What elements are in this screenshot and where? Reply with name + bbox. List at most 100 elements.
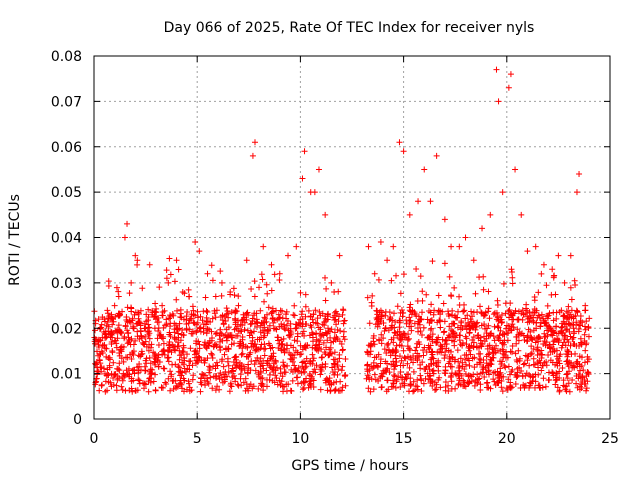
data-point xyxy=(456,243,463,250)
data-point xyxy=(490,376,497,383)
data-point xyxy=(470,309,477,316)
data-point xyxy=(175,266,182,273)
data-point xyxy=(282,311,289,318)
data-point xyxy=(172,347,179,354)
axis-layer: 0 5 10 15 20 25 0 0.01 0.02 0.03 0.04 0.05 0.06 0.07 0… xyxy=(51,49,619,447)
data-point xyxy=(313,330,320,337)
data-point xyxy=(487,211,494,218)
data-point xyxy=(428,325,435,332)
data-point xyxy=(177,379,184,386)
data-point xyxy=(498,384,505,391)
y-tick-label: 0.06 xyxy=(51,140,82,156)
data-point xyxy=(424,316,431,323)
data-point xyxy=(96,356,103,363)
data-point xyxy=(299,386,306,393)
data-point xyxy=(535,289,542,296)
data-point xyxy=(290,344,297,351)
data-point xyxy=(284,317,291,324)
data-point xyxy=(322,211,329,218)
data-point xyxy=(209,315,216,322)
data-point xyxy=(443,337,450,344)
data-point xyxy=(558,327,565,334)
data-point xyxy=(173,296,180,303)
data-point xyxy=(302,303,309,310)
data-point xyxy=(235,293,242,300)
data-point xyxy=(128,279,135,286)
data-point xyxy=(397,383,404,390)
data-point xyxy=(111,371,118,378)
data-point xyxy=(108,340,115,347)
data-point xyxy=(552,381,559,388)
data-point xyxy=(255,385,262,392)
data-point xyxy=(242,375,249,382)
data-point xyxy=(229,374,236,381)
data-point xyxy=(440,300,447,307)
data-point xyxy=(234,381,241,388)
data-point xyxy=(573,380,580,387)
data-point xyxy=(394,303,401,310)
data-point xyxy=(570,362,577,369)
data-point xyxy=(202,357,209,364)
data-point xyxy=(162,379,169,386)
data-point xyxy=(448,372,455,379)
data-point xyxy=(287,355,294,362)
data-point xyxy=(233,332,240,339)
data-point xyxy=(241,326,248,333)
data-point xyxy=(105,278,112,285)
data-point xyxy=(519,307,526,314)
data-point xyxy=(291,354,298,361)
data-point xyxy=(158,384,165,391)
data-point xyxy=(118,383,125,390)
data-point xyxy=(163,275,170,282)
data-point xyxy=(435,367,442,374)
data-point xyxy=(484,345,491,352)
data-point xyxy=(502,364,509,371)
data-point xyxy=(581,359,588,366)
data-point xyxy=(309,351,316,358)
data-point xyxy=(239,336,246,343)
data-point xyxy=(167,387,174,394)
data-point xyxy=(129,388,136,395)
data-point xyxy=(298,311,305,318)
data-point xyxy=(317,371,324,378)
data-point xyxy=(111,302,118,309)
data-point xyxy=(308,324,315,331)
data-point xyxy=(428,317,435,324)
data-point xyxy=(328,350,335,357)
data-point xyxy=(192,239,199,246)
data-point xyxy=(562,342,569,349)
data-point xyxy=(206,369,213,376)
data-point xyxy=(144,328,151,335)
data-point xyxy=(369,292,376,299)
data-point xyxy=(467,372,474,379)
data-point xyxy=(372,376,379,383)
data-point xyxy=(174,307,181,314)
data-point xyxy=(420,352,427,359)
data-point xyxy=(375,351,382,358)
data-point xyxy=(294,374,301,381)
data-point xyxy=(405,345,412,352)
data-point xyxy=(165,358,172,365)
data-point xyxy=(393,348,400,355)
data-point xyxy=(139,339,146,346)
data-point xyxy=(503,325,510,332)
data-point xyxy=(257,375,264,382)
data-point xyxy=(365,243,372,250)
data-point xyxy=(321,322,328,329)
data-point xyxy=(559,365,566,372)
data-point xyxy=(543,319,550,326)
data-point xyxy=(154,335,161,342)
data-point xyxy=(312,307,319,314)
data-point xyxy=(381,346,388,353)
data-point xyxy=(566,388,573,395)
data-point xyxy=(524,248,531,255)
data-point xyxy=(397,336,404,343)
data-point xyxy=(96,325,103,332)
data-point xyxy=(244,370,251,377)
data-point xyxy=(132,387,139,394)
data-point xyxy=(474,319,481,326)
data-point xyxy=(98,321,105,328)
data-point xyxy=(166,339,173,346)
data-point xyxy=(142,357,149,364)
data-point xyxy=(447,292,454,299)
